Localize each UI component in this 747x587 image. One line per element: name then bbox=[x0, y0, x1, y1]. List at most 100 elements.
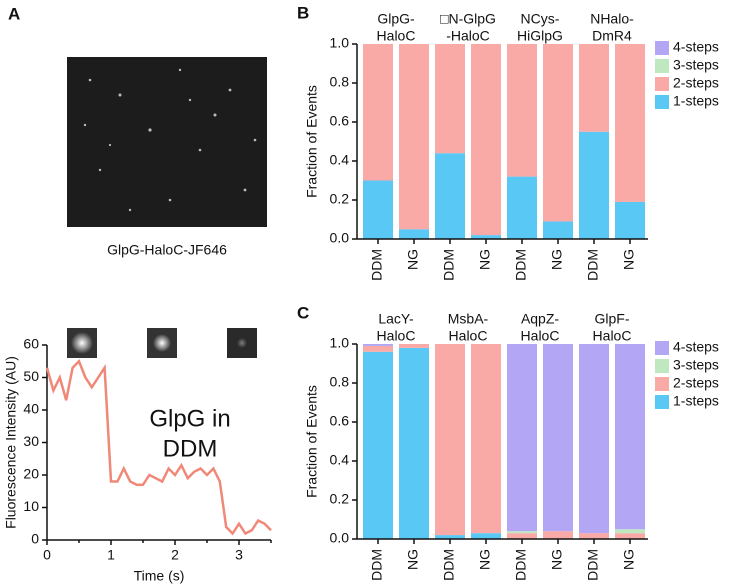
legend-label: 2-steps bbox=[673, 75, 719, 91]
x-tick-label: NG bbox=[477, 549, 493, 570]
bar-segment bbox=[363, 345, 393, 352]
legend-swatch bbox=[655, 41, 669, 55]
bar-segment bbox=[363, 180, 393, 239]
y-tick-label: 10 bbox=[23, 498, 39, 514]
group-label: MsbA- bbox=[448, 311, 489, 327]
group-label: GlpG- bbox=[377, 11, 415, 27]
bar-segment bbox=[363, 44, 393, 181]
bar-segment bbox=[363, 344, 393, 346]
y-tick-label: 0.2 bbox=[330, 491, 350, 507]
legend-swatch bbox=[655, 359, 669, 373]
bar-segment bbox=[615, 44, 645, 202]
group-label: HaloC bbox=[449, 328, 488, 344]
bar-segment bbox=[435, 44, 465, 154]
legend-label: 3-steps bbox=[673, 357, 719, 373]
group-label: NCys- bbox=[521, 11, 560, 27]
x-tick-label: DDM bbox=[585, 549, 601, 581]
x-tick-label: NG bbox=[621, 549, 637, 570]
annotation: DDM bbox=[163, 435, 218, 462]
bar-segment bbox=[507, 344, 537, 532]
bar-segment bbox=[399, 44, 429, 230]
y-tick-label: 60 bbox=[23, 336, 39, 352]
panel-label: B bbox=[297, 3, 309, 22]
x-tick-label: NG bbox=[405, 249, 421, 270]
legend-swatch bbox=[655, 95, 669, 109]
legend-label: 4-steps bbox=[673, 39, 719, 55]
legend-label: 1-steps bbox=[673, 393, 719, 409]
x-tick-label: NG bbox=[549, 549, 565, 570]
y-tick-label: 0.6 bbox=[330, 113, 350, 129]
x-tick-label: NG bbox=[621, 249, 637, 270]
y-tick-label: 0.0 bbox=[330, 530, 350, 546]
y-tick-label: 0.6 bbox=[330, 413, 350, 429]
bar-segment bbox=[507, 176, 537, 239]
bar-segment bbox=[615, 533, 645, 539]
group-label: HiGlpG bbox=[517, 28, 563, 44]
legend-label: 3-steps bbox=[673, 57, 719, 73]
legend-label: 1-steps bbox=[673, 93, 719, 109]
y-tick-label: 0 bbox=[31, 531, 39, 547]
legend-swatch bbox=[655, 59, 669, 73]
bar-segment bbox=[435, 153, 465, 239]
bar-segment bbox=[399, 229, 429, 239]
bar-segment bbox=[579, 533, 609, 539]
y-tick-label: 0.2 bbox=[330, 191, 350, 207]
y-tick-label: 1.0 bbox=[330, 335, 350, 351]
annotation: GlpG in bbox=[149, 405, 230, 432]
x-tick-label: DDM bbox=[441, 249, 457, 281]
panel-label: A bbox=[8, 4, 20, 23]
group-label: HaloC bbox=[593, 328, 632, 344]
image-caption: GlpG-HaloC-JF646 bbox=[107, 242, 227, 258]
bar-segment bbox=[435, 344, 465, 536]
group-label: GlpF- bbox=[595, 311, 630, 327]
bar-segment bbox=[579, 344, 609, 534]
legend-swatch bbox=[655, 77, 669, 91]
x-tick-label: DDM bbox=[369, 249, 385, 281]
legend-label: 4-steps bbox=[673, 339, 719, 355]
bar-segment bbox=[471, 44, 501, 236]
bar-segment bbox=[615, 201, 645, 239]
bar-segment bbox=[507, 533, 537, 539]
y-tick-label: 0.4 bbox=[330, 152, 350, 168]
group-label: DmR4 bbox=[592, 28, 632, 44]
x-tick-label: DDM bbox=[513, 549, 529, 581]
legend-swatch bbox=[655, 377, 669, 391]
x-tick-label: NG bbox=[549, 249, 565, 270]
x-tick-label: 2 bbox=[171, 547, 179, 563]
group-label: NHalo- bbox=[590, 11, 634, 27]
group-label: AqpZ- bbox=[521, 311, 559, 327]
bar-segment bbox=[399, 344, 429, 348]
bar-segment bbox=[615, 529, 645, 534]
group-label: LacY- bbox=[378, 311, 414, 327]
legend-swatch bbox=[655, 341, 669, 355]
y-axis-label: Fraction of Events bbox=[304, 85, 320, 198]
x-tick-label: DDM bbox=[585, 249, 601, 281]
bar-segment bbox=[543, 221, 573, 239]
x-tick-label: 3 bbox=[235, 547, 243, 563]
y-tick-label: 20 bbox=[23, 466, 39, 482]
group-label: □N-GlpG bbox=[440, 11, 496, 27]
x-tick-label: NG bbox=[477, 249, 493, 270]
x-tick-label: DDM bbox=[441, 549, 457, 581]
micrograph-spots bbox=[83, 68, 257, 212]
bar-segment bbox=[543, 344, 573, 532]
panel-label: C bbox=[297, 303, 309, 322]
bar-segment bbox=[471, 344, 501, 534]
x-tick-label: DDM bbox=[369, 549, 385, 581]
bar-segment bbox=[507, 44, 537, 177]
x-tick-label: DDM bbox=[513, 249, 529, 281]
y-axis-label: Fraction of Events bbox=[304, 385, 320, 498]
bar-segment bbox=[615, 344, 645, 530]
group-label: HaloC bbox=[377, 28, 416, 44]
micrograph bbox=[67, 57, 267, 227]
bar-segment bbox=[579, 131, 609, 239]
spot-thumbnails bbox=[67, 328, 257, 358]
bar-segment bbox=[579, 44, 609, 132]
bar-segment bbox=[543, 531, 573, 539]
group-label: HaloC bbox=[521, 328, 560, 344]
bar-segment bbox=[435, 535, 465, 539]
x-tick-label: 0 bbox=[43, 547, 51, 563]
bar-segment bbox=[363, 351, 393, 539]
bar-segment bbox=[399, 347, 429, 539]
bar-segment bbox=[507, 531, 537, 534]
